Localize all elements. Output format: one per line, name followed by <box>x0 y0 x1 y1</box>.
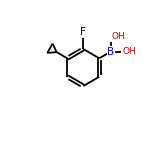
Text: B: B <box>107 47 114 57</box>
Text: OH: OH <box>122 47 136 56</box>
Text: OH: OH <box>111 32 125 41</box>
Text: F: F <box>80 28 86 38</box>
